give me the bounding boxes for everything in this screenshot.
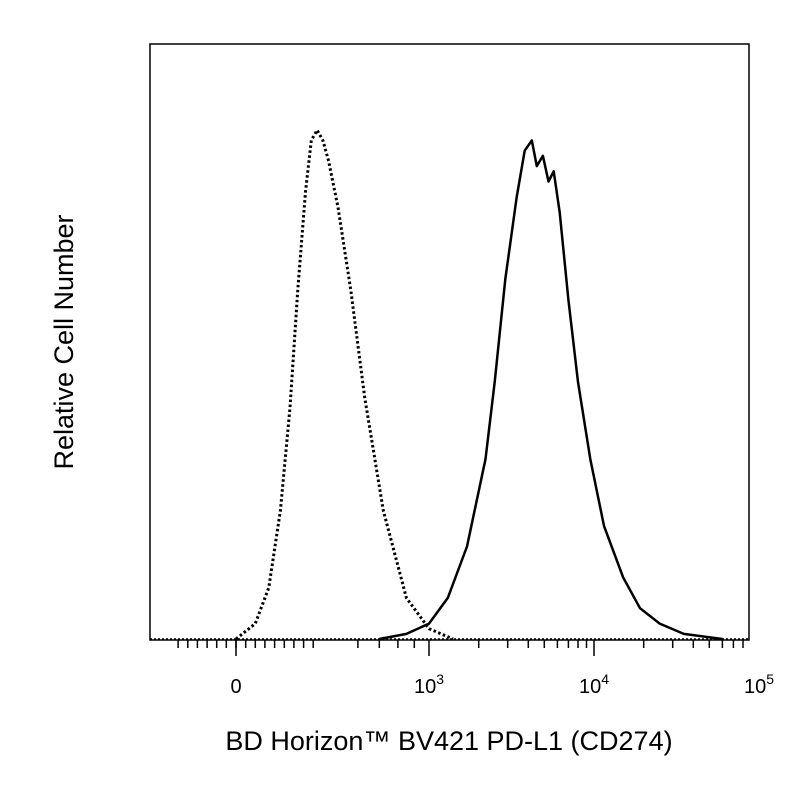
x-tick-label: 103 [414,671,444,698]
histogram-curves [150,128,749,641]
stained-histogram-curve [379,139,723,641]
x-tick-label: 0 [230,676,241,698]
x-tick-label: 105 [744,671,774,698]
x-axis-title: BD Horizon™ BV421 PD-L1 (CD274) [225,726,672,756]
control-histogram-curve [235,128,454,641]
x-tick-label: 104 [579,671,609,698]
x-axis-tick-labels: 0 103 104 105 [230,671,774,698]
x-axis-ticks [177,640,744,656]
y-axis-title: Relative Cell Number [49,214,79,469]
plot-frame [149,43,750,641]
